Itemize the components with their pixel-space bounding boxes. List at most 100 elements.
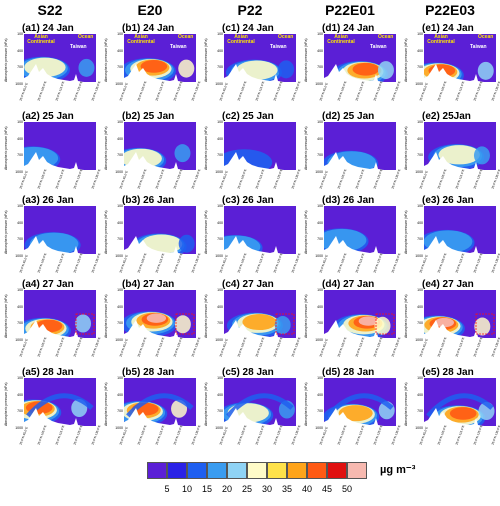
y-tick-label: 100 [417,288,423,292]
panel-title: (b3) 26 Jan [122,195,175,206]
y-tick-label: 700 [217,237,223,242]
panel-title: (b5) 28 Jan [122,367,175,378]
highlight-box [175,313,195,335]
y-tick-label: 400 [317,48,323,53]
x-tick-label: 25.0°N 125.0°E [72,424,84,446]
heatmap-plot [24,378,96,428]
highlight-box [275,313,295,335]
concentration-band [26,393,94,418]
x-tick-label: 25.0°N 105.0°E [236,80,248,102]
y-tick-label: 400 [117,392,123,397]
heatmap-svg [24,146,96,172]
y-tick-label: 400 [117,304,123,309]
panel-title: (c1) 24 Jan [222,23,274,34]
y-tick-label: 700 [217,409,223,414]
y-tick-label: 700 [117,321,123,326]
y-axis-label: Atmospheric pressure (hPa) [4,126,8,170]
y-tick-label: 700 [17,409,23,414]
concentration-contour [338,405,373,422]
y-tick-label: 100 [17,204,23,208]
y-tick-label: 100 [317,376,323,380]
x-tick-label: 25.0°N 115.0°E [154,252,166,274]
y-tick-label: 400 [317,136,323,141]
panel-title: (c4) 27 Jan [222,279,274,290]
terrain-profile [424,64,496,84]
x-tick-label: 25.0°N 135.0°E [390,336,402,358]
y-tick-label: 400 [217,48,223,53]
y-axis-label: Atmospheric pressure (hPa) [304,382,308,426]
y-tick-label: 400 [317,392,323,397]
y-tick-label: 400 [217,304,223,309]
x-tick-label: 25.0°N 105.0°E [436,168,448,190]
annotation-taiwan: Taiwan [470,44,487,50]
x-tick-label: 25.0°N 95.0°E [118,82,129,102]
heatmap-plot [424,378,496,428]
terrain-profile [224,64,296,84]
heatmap-plot [324,378,396,428]
y-tick-label: 1000 [115,338,123,342]
x-tick-label: 25.0°N 135.0°E [490,168,500,190]
heatmap-plot [24,34,96,84]
heatmap-svg [24,393,96,428]
x-tick-label: 25.0°N 135.0°E [90,424,102,446]
heatmap-plot [424,206,496,256]
x-tick-label: 25.0°N 95.0°E [218,82,229,102]
heatmap-svg [24,56,96,84]
x-tick-label: 25.0°N 125.0°E [72,168,84,190]
x-tick-label: 25.0°N 105.0°E [36,168,48,190]
x-tick-label: 25.0°N 105.0°E [436,80,448,102]
y-tick-label: 1000 [15,338,23,342]
annotation-taiwan: Taiwan [270,44,287,50]
colorbar-segment [327,462,347,479]
x-tick-label: 25.0°N 135.0°E [490,424,500,446]
heatmap-svg [424,393,496,428]
x-tick-label: 25.0°N 95.0°E [418,338,429,358]
x-tick-label: 25.0°N 115.0°E [54,80,66,102]
panel-title: (e5) 28 Jan [422,367,474,378]
x-tick-label: 25.0°N 125.0°E [372,424,384,446]
x-tick-label: 25.0°N 125.0°E [272,252,284,274]
heatmap-svg [224,149,296,172]
panel-c4: (c4) 27 Jan Atmospheric pressure (hPa) 100… [200,279,302,364]
highlight-box [75,313,95,335]
y-tick-label: 100 [317,32,323,36]
concentration-contour [473,146,490,165]
x-tick-label: 25.0°N 135.0°E [490,336,500,358]
x-tick-label: 25.0°N 115.0°E [254,168,266,190]
y-tick-label: 1000 [15,170,23,174]
panel-title: (e2) 25Jan [422,111,471,122]
concentration-band [226,393,294,418]
panel-b3: (b3) 26 Jan Atmospheric pressure (hPa) 100… [100,195,201,280]
highlight-box [375,313,395,335]
x-tick-label: 25.0°N 95.0°E [118,254,129,274]
y-tick-label: 400 [17,220,23,225]
y-tick-label: 700 [417,153,423,158]
x-tick-label: 25.0°N 115.0°E [254,80,266,102]
heatmap-plot [124,290,196,340]
y-tick-label: 100 [317,120,323,124]
y-axis-label: Atmospheric pressure (hPa) [104,38,108,82]
concentration-contour [377,61,394,80]
concentration-contour [438,145,480,165]
x-tick-label: 25.0°N 135.0°E [290,336,302,358]
panel-title: (a3) 26 Jan [22,195,74,206]
y-tick-label: 1000 [115,254,123,258]
x-tick-label: 25.0°N 115.0°E [454,336,466,358]
x-tick-label: 25.0°N 115.0°E [254,336,266,358]
y-tick-label: 1000 [415,170,423,174]
x-tick-label: 25.0°N 135.0°E [290,252,302,274]
y-tick-label: 1000 [15,82,23,86]
x-tick-label: 25.0°N 135.0°E [390,252,402,274]
x-tick-label: 25.0°N 95.0°E [118,426,129,446]
y-axis-label: Atmospheric pressure (hPa) [4,210,8,254]
panel-title: (d5) 28 Jan [322,367,375,378]
terrain-profile [24,408,96,428]
y-axis-label: Atmospheric pressure (hPa) [104,126,108,170]
concentration-contour [174,315,191,334]
colorbar-tick-label: 10 [181,484,192,494]
y-tick-label: 1000 [115,170,123,174]
x-tick-label: 25.0°N 115.0°E [154,424,166,446]
heatmap-plot [324,122,396,172]
column-header-s22: S22 [37,2,63,18]
x-tick-label: 25.0°N 115.0°E [354,252,366,274]
